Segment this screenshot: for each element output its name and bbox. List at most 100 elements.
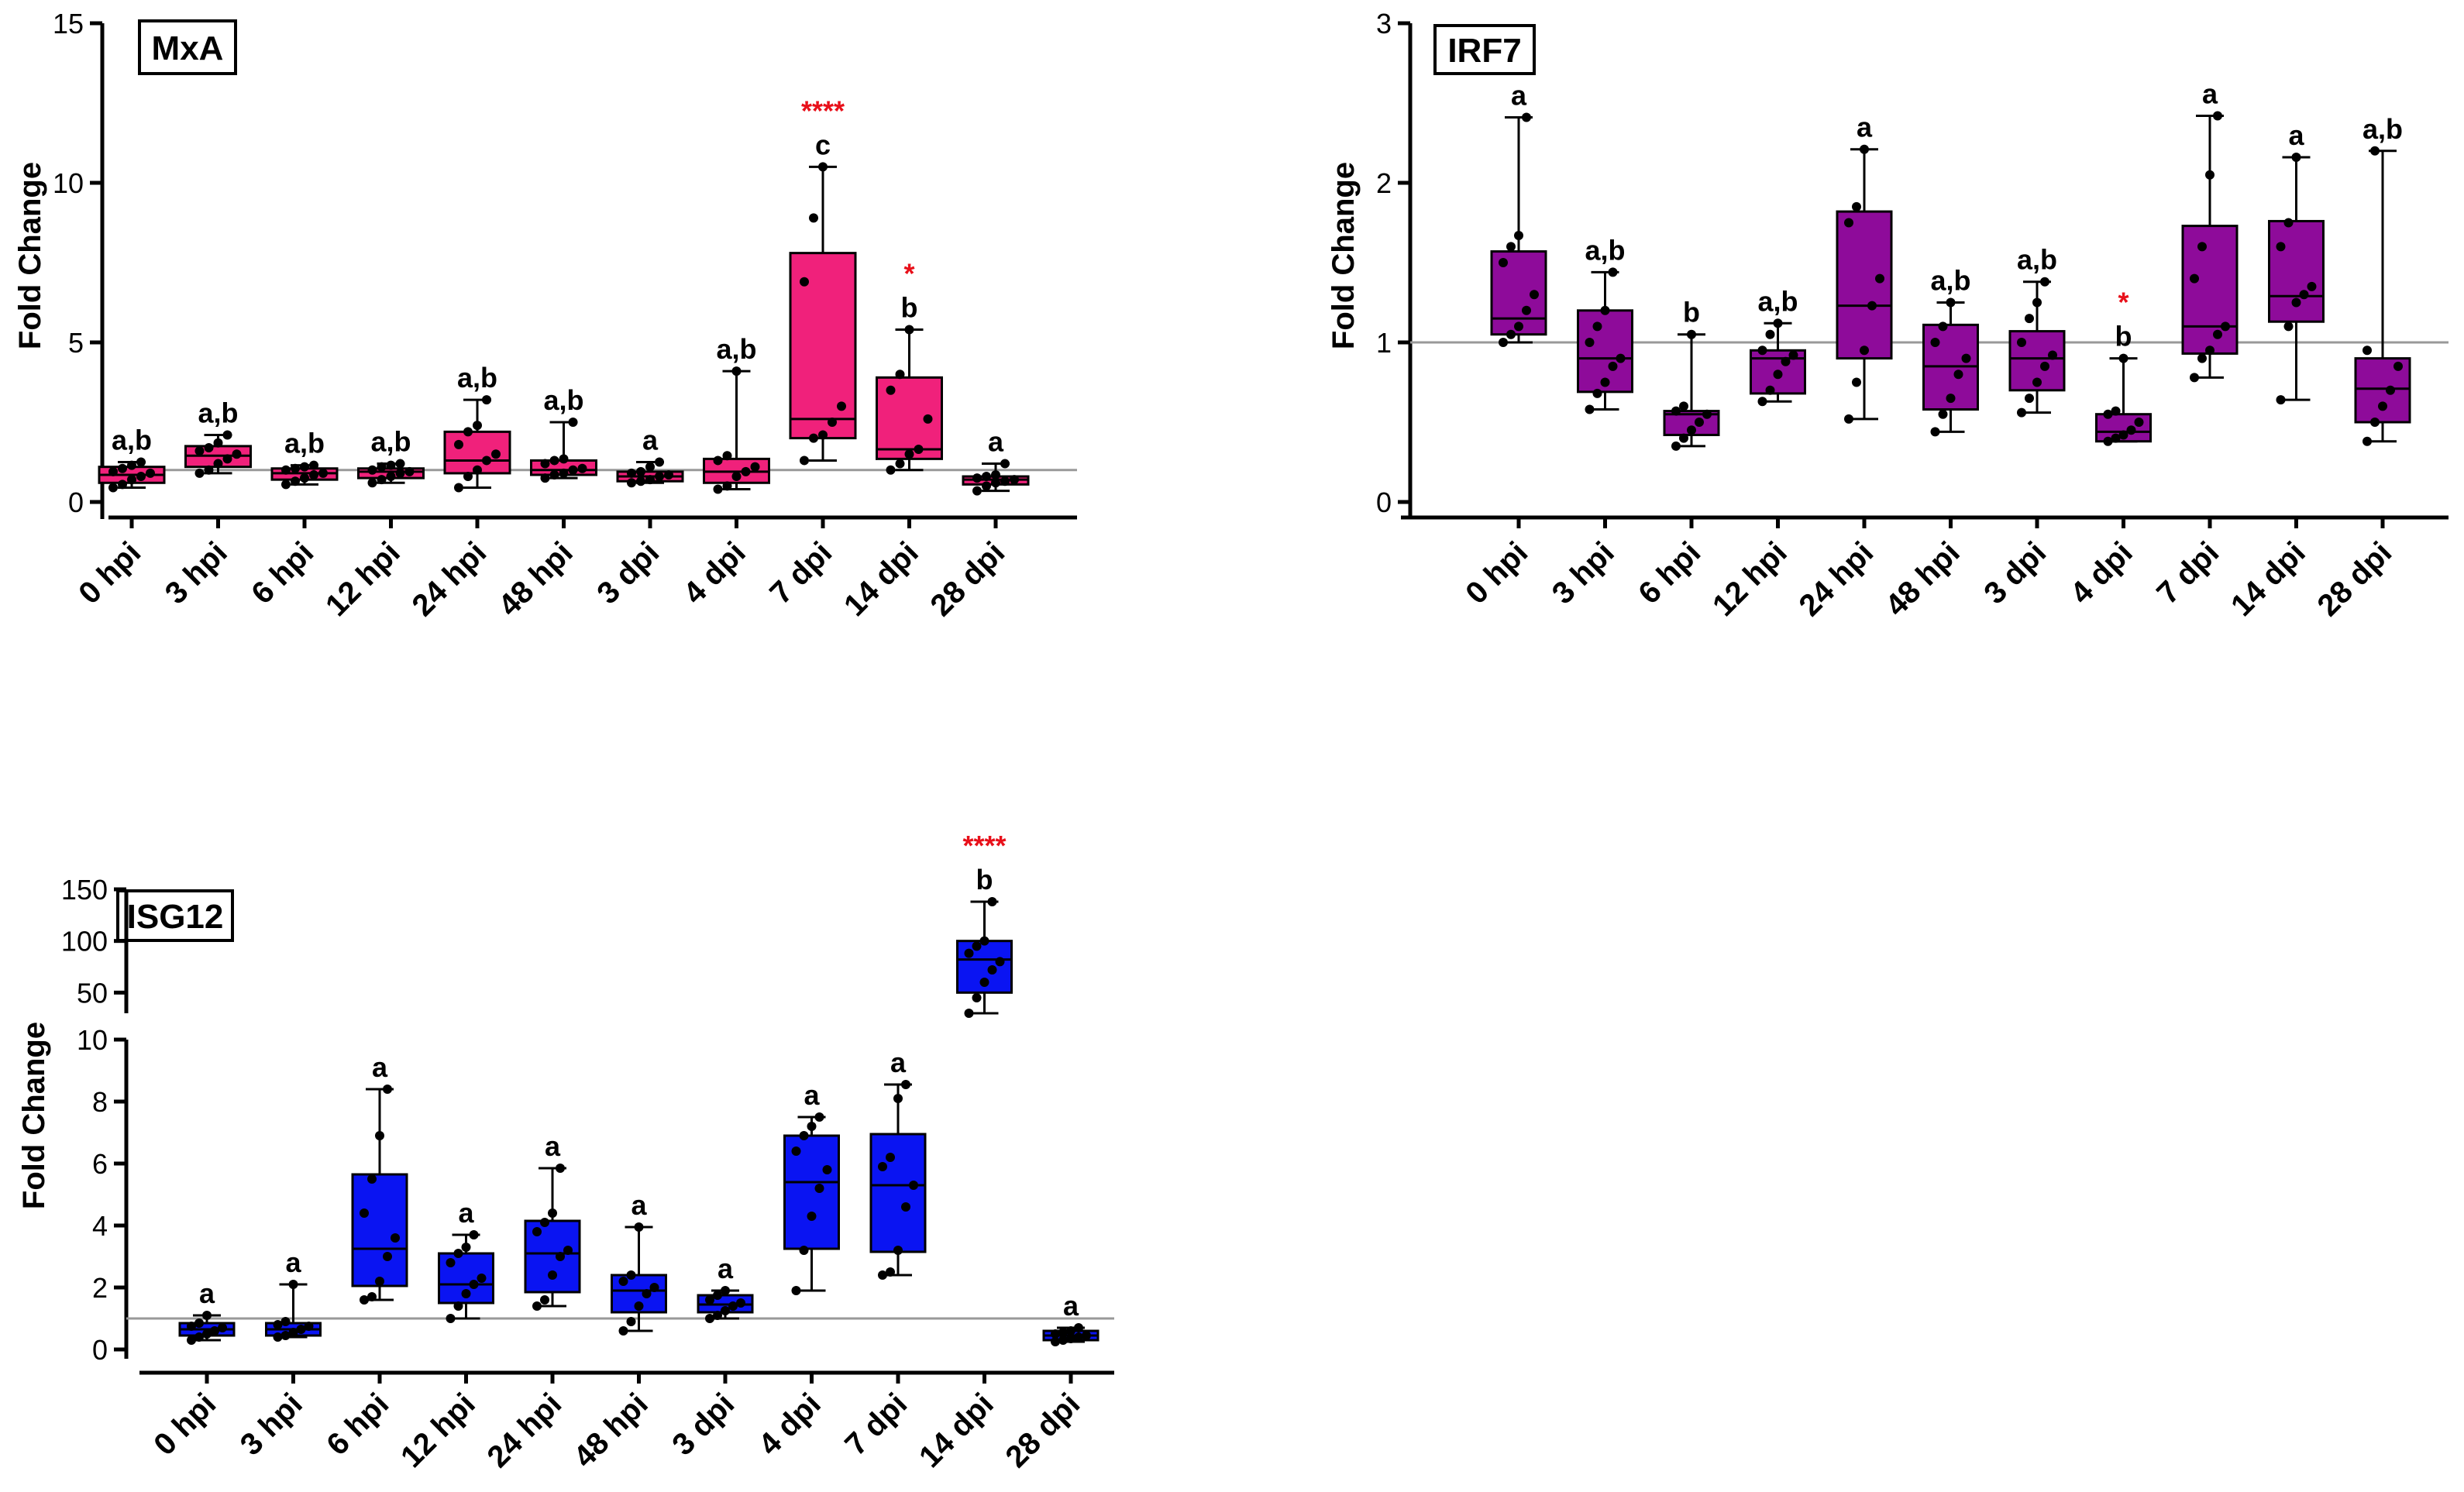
y-tick-label: 50 [77,977,108,1009]
data-point [809,213,818,223]
significance-letter: a [804,1079,820,1111]
data-point [1074,1323,1083,1332]
data-point [799,1131,809,1140]
data-point [904,449,914,459]
data-point [210,1326,219,1336]
data-point [548,1270,557,1280]
data-point [1608,267,1618,277]
y-axis-label: Fold Change [17,1022,51,1209]
data-point [1867,301,1877,311]
data-point [2103,436,2113,446]
data-point [972,993,982,1002]
data-point [2386,385,2395,395]
data-point [300,473,309,483]
y-tick-label: 10 [77,1024,108,1056]
significance-letter: a [988,426,1004,458]
data-point [291,476,300,486]
significance-letter: a,b [457,362,497,394]
x-tick-label: 3 hpi [1546,535,1621,610]
data-point [491,449,501,459]
y-tick-label: 2 [1376,167,1392,199]
data-point [1585,404,1595,414]
box-1: 3 hpi a,b [159,397,252,610]
data-point [655,472,664,482]
x-tick-label: 4 dpi [752,1387,828,1462]
data-point [721,1306,730,1315]
data-point [559,468,569,478]
data-point [878,1162,887,1171]
box-8: 7 dpi c**** [763,95,857,610]
data-point [2134,418,2144,427]
data-point [964,948,974,958]
significance-letter: a,b [2017,244,2057,276]
data-point [2307,281,2317,291]
data-point [2205,345,2215,356]
y-tick-label: 0 [68,486,84,518]
data-point [367,478,377,488]
data-point [2040,277,2049,287]
y-tick-label: 2 [92,1272,108,1304]
title-box [116,889,234,942]
x-tick-label: 6 hpi [320,1387,395,1462]
box-3: 12 hpi a,b [319,426,425,623]
data-point [280,1331,291,1340]
data-point [1671,406,1681,416]
data-point [2197,242,2207,252]
data-point [972,486,982,496]
data-point [800,456,809,466]
box-5: 48 hpi a,b [492,384,597,623]
box-1: 3 hpi a [234,1246,322,1462]
data-point [979,978,989,987]
box-body [2181,225,2239,355]
significance-stars: **** [801,95,845,126]
data-point [383,1085,392,1094]
isg12-title: ISG12 [116,889,234,942]
data-point [664,469,673,480]
data-point [1671,441,1681,451]
data-point [713,1311,722,1320]
x-tick-label: 28 dpi [2311,535,2399,623]
x-tick-label: 24 hpi [481,1387,569,1474]
data-point [1788,350,1798,360]
data-point [218,1323,227,1332]
y-tick-label: 6 [92,1148,108,1180]
data-point [2291,153,2301,163]
data-point [127,475,136,485]
y-tick-label: 4 [92,1210,108,1242]
box-6: 3 dpi a,b [1977,244,2066,610]
data-point [1000,459,1010,469]
data-point [649,1283,659,1292]
significance-letter: a,b [2362,113,2403,145]
data-point [705,1295,714,1305]
data-point [893,1246,903,1255]
significance-letter: a,b [543,384,583,416]
data-point [273,1320,283,1329]
x-tick-label: 14 dpi [913,1387,1000,1474]
box-4: 24 hpi a [1793,112,1893,623]
data-point [2393,361,2403,371]
data-point [799,1246,809,1255]
data-point [626,1270,636,1280]
data-point [273,1332,283,1342]
data-point [713,484,723,494]
x-tick-label: 3 hpi [234,1387,309,1462]
data-point [807,1122,817,1131]
mxa-chart: MxA Fold Change 0 5 10 15 0 hpi a,b 3 hpi a,b 6 hp… [13,8,1077,623]
y-tick-label: 0 [1376,486,1392,518]
data-point [2025,314,2034,324]
data-point [146,468,155,478]
data-point [828,418,837,427]
y-tick-label: 5 [68,327,84,359]
data-point [721,1286,730,1295]
data-point [377,462,387,472]
significance-stars: * [903,258,914,290]
data-point [1938,409,1948,419]
x-tick-label: 12 hpi [319,535,407,623]
data-point [563,1246,573,1255]
data-point [886,385,896,395]
data-point [713,1291,722,1300]
data-point [1702,409,1712,419]
data-point [791,1147,801,1156]
data-point [108,483,118,493]
data-point [1506,242,1516,252]
